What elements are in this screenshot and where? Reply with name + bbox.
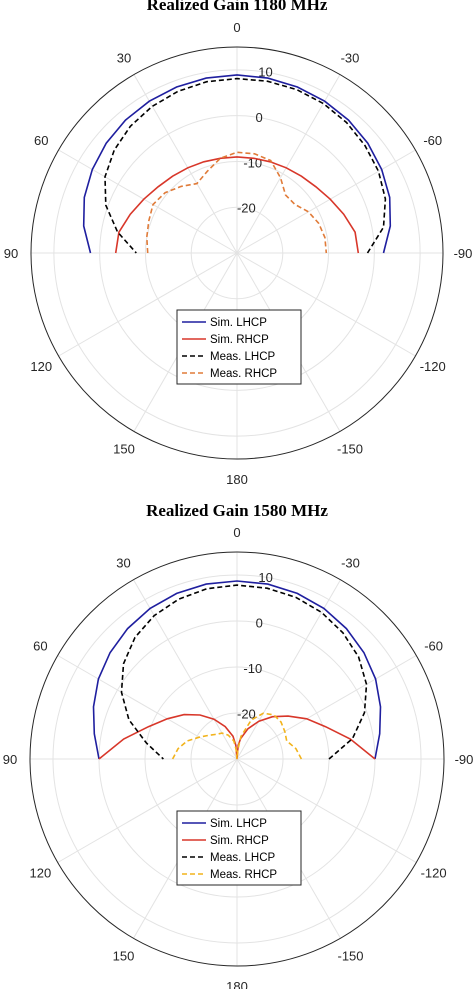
grid-spoke — [133, 74, 238, 254]
grid-spoke — [58, 149, 238, 254]
grid-spoke — [57, 758, 238, 863]
legend-entry: Meas. RHCP — [210, 368, 277, 380]
series-line — [92, 580, 382, 760]
theta-tick-label: 120 — [30, 866, 52, 881]
theta-tick-label: -90 — [454, 246, 473, 261]
series-line — [145, 151, 328, 254]
theta-tick-label: -120 — [421, 866, 447, 881]
r-tick-label: -10 — [243, 661, 262, 676]
theta-tick-label: 180 — [226, 472, 248, 487]
series-line — [120, 584, 368, 760]
grid-spoke — [236, 758, 417, 863]
theta-tick-label: 90 — [3, 752, 17, 767]
polar-chart-1580: 0 30 60 90 120 150 180 -150 -120 -90 -60 -30 -20 -10 0… — [3, 525, 474, 989]
theta-tick-label: -30 — [341, 50, 360, 65]
legend-entry: Sim. RHCP — [210, 835, 269, 847]
theta-tick-label: 150 — [113, 442, 135, 457]
r-tick-label: 0 — [255, 110, 262, 125]
polar-grid — [31, 47, 443, 459]
theta-tick-label: -30 — [341, 555, 360, 570]
theta-tick-label: 0 — [233, 525, 240, 540]
polar-outer-circle — [29, 551, 445, 967]
r-tick-label: 0 — [256, 615, 263, 630]
legend-entry: Meas. RHCP — [210, 869, 277, 881]
theta-tick-label: 30 — [117, 50, 131, 65]
grid-spoke — [57, 655, 238, 760]
theta-tick-label: -90 — [455, 752, 474, 767]
theta-tick-label: 30 — [116, 555, 130, 570]
polar-outer-circle — [30, 46, 444, 460]
grid-spoke — [133, 579, 238, 760]
legend-entry: Meas. LHCP — [210, 852, 276, 864]
theta-tick-label: 180 — [226, 979, 248, 989]
theta-tick-label: -60 — [424, 639, 443, 654]
theta-tick-label: -150 — [337, 442, 363, 457]
grid-spoke — [236, 579, 341, 760]
chart-title: Realized Gain 1580 MHz — [146, 501, 328, 520]
theta-tick-label: 150 — [113, 949, 135, 964]
legend: Sim. LHCP Sim. RHCP Meas. LHCP Meas. RHCP — [176, 810, 302, 886]
grid-spoke — [236, 74, 341, 254]
chart-panel-1180: Realized Gain 1180 MHz 0 30 60 90 120 150 180 -… — [0, 0, 474, 494]
chart-panel-1580: Realized Gain 1580 MHz 0 30 60 90 120 150 180 -… — [0, 495, 474, 989]
legend: Sim. LHCP Sim. RHCP Meas. LHCP Meas. RHCP — [176, 309, 302, 385]
chart-title: Realized Gain 1180 MHz — [146, 0, 328, 14]
theta-tick-label: 60 — [34, 133, 48, 148]
series-line — [171, 712, 303, 760]
r-tick-label: -20 — [237, 706, 256, 721]
theta-tick-label: -60 — [423, 133, 442, 148]
legend-entry: Sim. RHCP — [210, 334, 269, 346]
theta-tick-label: -120 — [420, 359, 446, 374]
r-tick-label: 10 — [258, 65, 272, 80]
series-line — [104, 77, 387, 254]
legend-entry: Sim. LHCP — [210, 818, 267, 830]
theta-tick-label: 90 — [4, 246, 18, 261]
theta-tick-label: 120 — [30, 359, 52, 374]
grid-spoke — [58, 252, 238, 357]
r-tick-label: 10 — [258, 570, 272, 585]
polar-chart-1180: 0306090120150180-150-120-90-60-30-20-100… — [4, 20, 473, 487]
legend-entry: Meas. LHCP — [210, 351, 276, 363]
r-tick-label: -20 — [237, 201, 256, 216]
legend-entry: Sim. LHCP — [210, 317, 267, 329]
theta-tick-label: 0 — [233, 20, 240, 35]
theta-tick-label: -150 — [337, 949, 363, 964]
theta-tick-label: 60 — [33, 639, 47, 654]
grid-spoke — [236, 149, 416, 254]
series-line — [82, 74, 392, 254]
series-line — [114, 156, 360, 254]
grid-spoke — [236, 655, 417, 760]
grid-spoke — [236, 252, 416, 357]
